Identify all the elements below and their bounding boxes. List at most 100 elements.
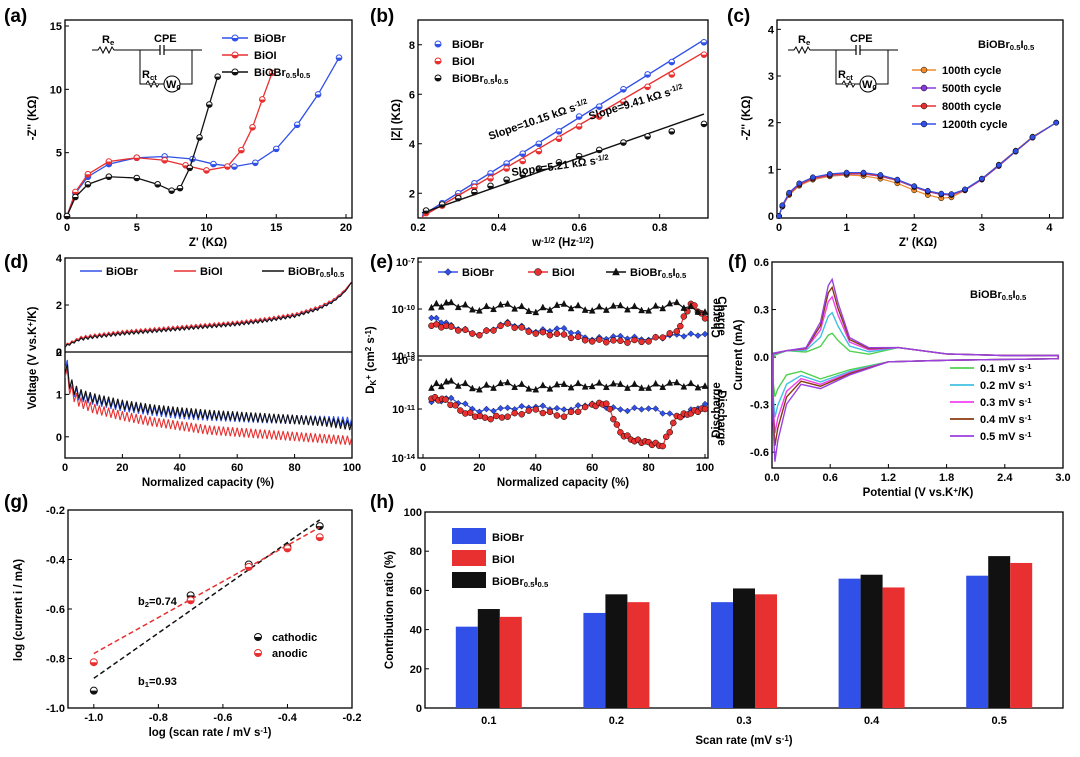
panel-b-legend-label-part: I [494, 73, 497, 85]
panel-e-ylabel-part: K [369, 379, 378, 385]
panel-d-x-tick-label: 0 [62, 462, 68, 474]
panel-d-legend-label: BiOI [200, 266, 223, 278]
panel-d-x-tick-label: 20 [116, 462, 128, 474]
panel-f-x-tick-label: 0.0 [764, 472, 779, 484]
panel-f-x-tick-label: 2.4 [997, 472, 1013, 484]
panel-c-point [995, 162, 1002, 168]
panel-d-x-tick-label: 60 [231, 462, 243, 474]
panel-e-bottom-point [567, 408, 575, 416]
panel-a-point-half [133, 157, 140, 161]
panel-g-point-half [316, 537, 324, 541]
panel-a-point-half [154, 184, 161, 188]
circuit-warburg-label-part: 0 [176, 83, 180, 92]
panel-e-top-point [631, 302, 638, 310]
panel-b-point-half [644, 86, 651, 90]
panel-b-legend-marker-half [435, 61, 441, 64]
panel-e-bottom-point [659, 383, 667, 390]
panel-e-ybottom-tick-label-part: 10 [392, 453, 404, 465]
panel-g-x-tick-label: -1.0 [84, 712, 103, 724]
panel-e-bottom-point [652, 379, 659, 387]
panel-f-ylabel: Current (mA) [733, 319, 745, 390]
panel-e-x-tick-label: 100 [696, 462, 714, 474]
panel-e-top-point [469, 305, 476, 313]
panel-h-bar-blue [838, 578, 861, 708]
panel-e-legend-label-part: 0.5 [676, 271, 687, 280]
panel-a-y-tick-label: 5 [56, 148, 62, 160]
panel-a-ylabel: -Z'' (KΩ) [27, 95, 39, 140]
panel-h-ylabel: Contribution ratio (%) [384, 551, 396, 669]
panel-e-bottom-point [466, 409, 474, 416]
panel-e-ybottom-tick-label: 10-14 [392, 452, 416, 465]
panel-f-y-tick-label: 0.3 [754, 305, 769, 317]
circuit-rct [145, 79, 160, 89]
panel-e-top-point [511, 304, 518, 312]
panel-e-legend-label-part: BiOI [552, 267, 575, 279]
panel-e-bottom-point [525, 407, 532, 414]
panel-h-xlabel-part: Scan rate (mV s [695, 735, 781, 747]
panel-e-top-point [532, 308, 540, 316]
panel-a-y-tick-label: 10 [50, 84, 62, 96]
circuit-rct-label-part: R [838, 69, 846, 81]
panel-e-bottom-point [518, 402, 525, 410]
panel-e-bottom-point [504, 404, 511, 412]
panel-e-top-point [504, 300, 511, 307]
panel-d-legend-label-part: BiOI [200, 266, 223, 278]
panel-e-bottom-point [457, 407, 464, 414]
panel-e-top-point [581, 306, 589, 313]
panel-b-point-half [701, 123, 707, 127]
panel-g-fit-black [93, 519, 321, 679]
panel-b-legend-label: BiOBr [452, 39, 485, 51]
panel-f-x-tick-label: 1.2 [881, 472, 896, 484]
panel-c-y-tick-label: 1 [768, 164, 774, 176]
panel-b-point-half [487, 185, 494, 189]
panel-e-top-point [624, 339, 631, 346]
panel-e-top-point [567, 334, 575, 342]
panel-e-top-point [645, 338, 652, 345]
panel-d-legend-label-part: BiOBr [106, 266, 139, 278]
panel-b-legend-label-part: 0.5 [498, 77, 509, 86]
panel-e-bottom-point [447, 376, 455, 384]
panel-e-bottom-point [588, 382, 596, 390]
panel-d-curves [65, 280, 352, 446]
panel-e-top-point [610, 301, 617, 309]
panel-d-x-tick-label: 100 [343, 462, 361, 474]
panel-e-bottom-point [670, 419, 677, 427]
panel-d-legend-label-part: 0.5 [334, 270, 345, 279]
panel-e-top-point [677, 322, 684, 330]
panel-e-bottom-point [487, 415, 494, 423]
panel-h-x-tick-label: 0.2 [609, 715, 624, 727]
panel-e-top-point [490, 305, 497, 313]
panel-e-bottom-point [652, 405, 659, 412]
panel-e-top-point [666, 299, 674, 307]
circuit-rct-label: Rct [142, 69, 157, 82]
panel-c-line-blue [778, 122, 1057, 217]
panel-b-point-half [701, 54, 707, 58]
panel-e-ylabel-part: + [364, 375, 373, 380]
panel-g-annotation-b2: b2=0.74 [138, 596, 178, 609]
panel-e-top-point [497, 322, 504, 330]
panel-g-legend-marker-half [254, 653, 262, 657]
panel-e-ybottom-tick-label: 10-8 [396, 354, 416, 367]
panel-c-x-tick-label: 3 [979, 222, 985, 234]
panel-e-top-point [624, 305, 631, 313]
panel-b-point-half [620, 142, 627, 146]
panel-e-ytop-tick-label-part: 10 [396, 257, 408, 269]
panel-b-x-tick-label: 0.4 [491, 222, 507, 234]
panel-a-point-half [85, 176, 91, 180]
panel-c-title-part: 0.5 [1010, 43, 1021, 52]
panel-e-x-tick-label: 80 [642, 462, 654, 474]
panel-b-x-tick-label: 0.8 [652, 222, 667, 234]
panel-h-legend-label-part: 0.5 [538, 580, 549, 589]
panel-e-bottom-point [602, 383, 610, 390]
panel-a-point-half [249, 127, 256, 131]
panel-e-top-point [574, 301, 582, 309]
panel-b-point-half [423, 210, 429, 214]
panel-e-bottom-point [490, 407, 497, 415]
panel-e-top-point [433, 321, 440, 328]
panel-c-line-red [778, 122, 1057, 217]
panel-e-bottom-point [610, 379, 617, 387]
panel-e-label: (e) [370, 252, 393, 273]
panel-e-top-point [433, 299, 440, 307]
panel-e-top-point [539, 328, 547, 336]
